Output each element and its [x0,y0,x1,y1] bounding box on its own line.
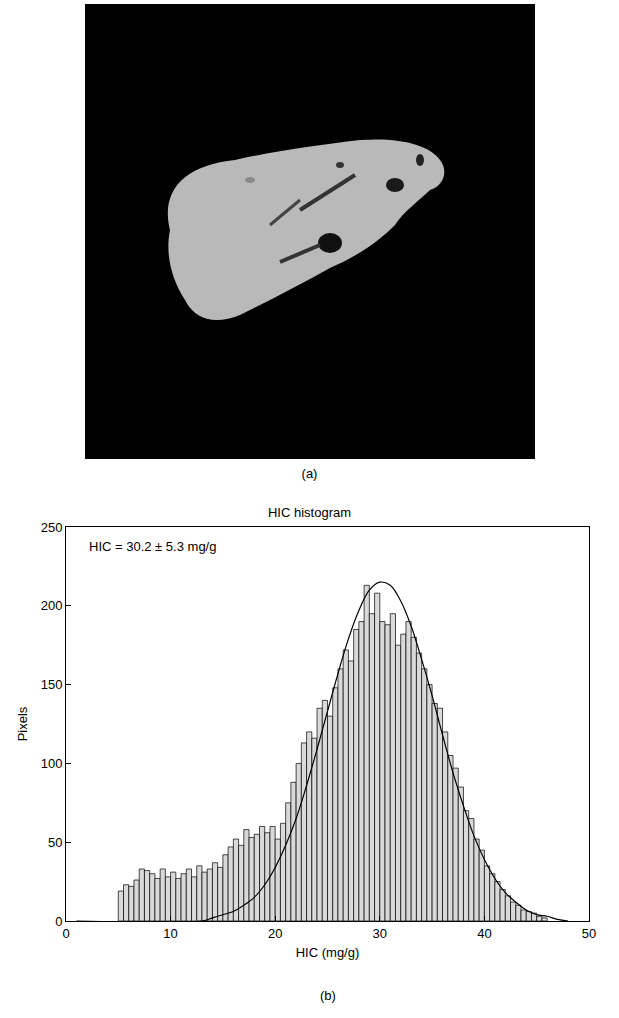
svg-text:0: 0 [62,926,69,941]
svg-text:30: 30 [373,926,387,941]
svg-text:250: 250 [41,520,63,535]
svg-text:HIC = 30.2 ± 5.3 mg/g: HIC = 30.2 ± 5.3 mg/g [89,539,216,554]
svg-text:40: 40 [477,926,491,941]
html-text:(a): (a) [301,466,318,481]
svg-text:150: 150 [41,677,63,692]
svg-text:50: 50 [48,835,62,850]
svg-text:(b): (b) [320,988,336,1003]
svg-text:HIC histogram: HIC histogram [268,505,351,520]
svg-text:20: 20 [268,926,282,941]
svg-text:Pixels: Pixels [15,706,30,741]
svg-text:100: 100 [41,756,63,771]
svg-text:50: 50 [582,926,596,941]
svg-text:200: 200 [41,598,63,613]
svg-text:HIC (mg/g): HIC (mg/g) [296,945,360,960]
svg-text:10: 10 [163,926,177,941]
svg-text:0: 0 [55,914,62,929]
